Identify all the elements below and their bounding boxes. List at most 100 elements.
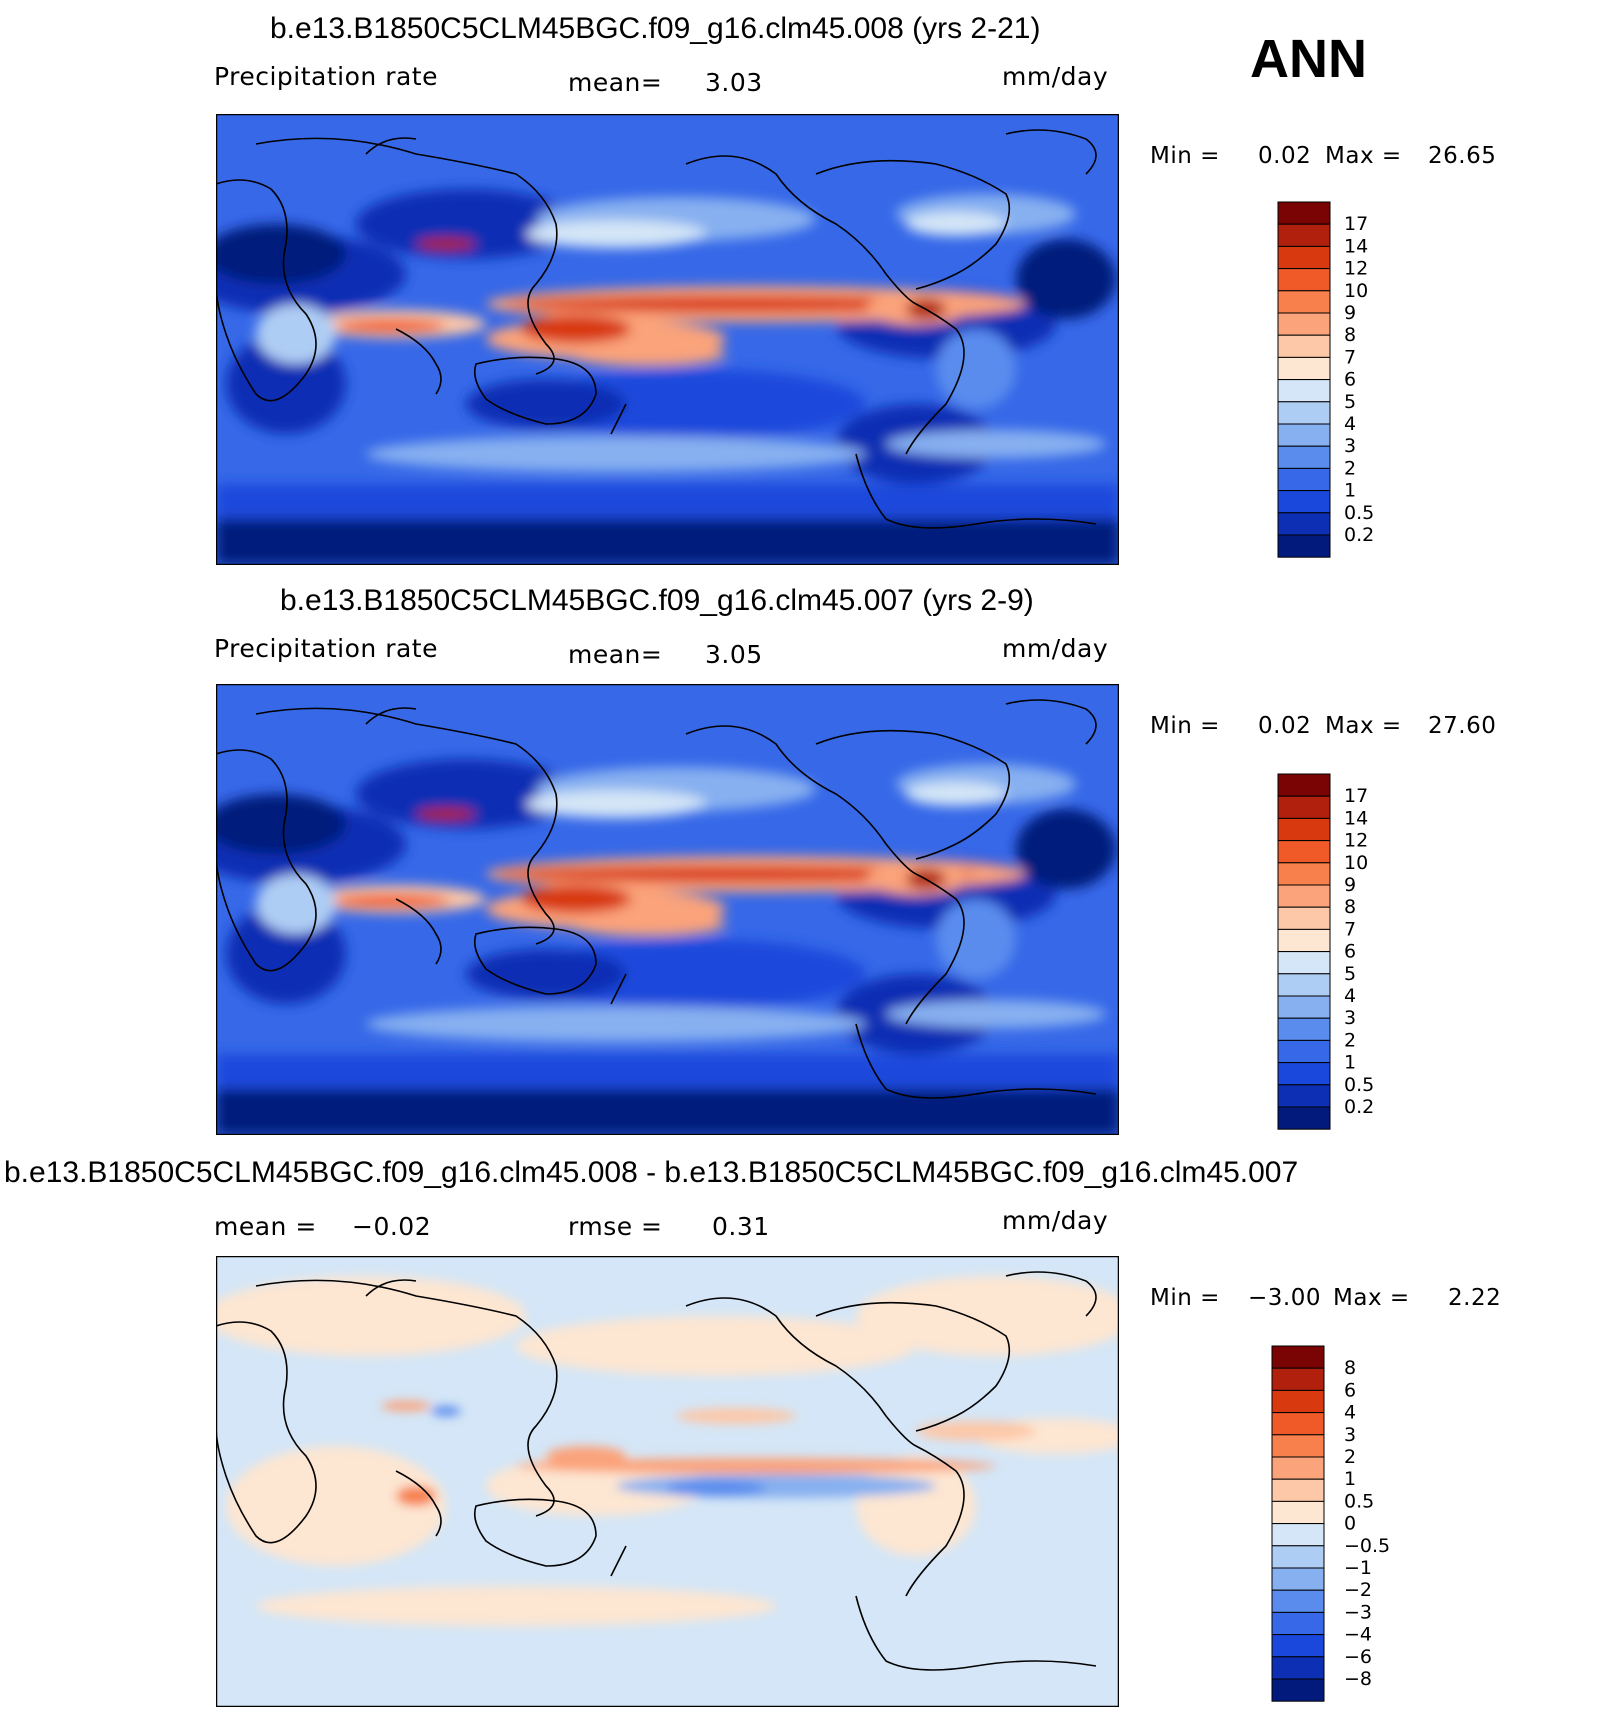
colorbar-label: 3 <box>1344 435 1356 457</box>
colorbar-label: 8 <box>1344 896 1356 918</box>
colorbar-label: −1 <box>1344 1557 1372 1579</box>
colorbar-label: 2 <box>1344 457 1356 479</box>
colorbar-swatch <box>1277 1106 1331 1130</box>
colorbar-label: −2 <box>1344 1579 1372 1601</box>
colorbar-label: 3 <box>1344 1007 1356 1029</box>
colorbar-swatch <box>1271 1367 1325 1391</box>
panel-1-min-value: 0.02 <box>1258 143 1312 169</box>
colorbar-swatch <box>1277 379 1331 403</box>
colorbar-label: 14 <box>1344 235 1368 257</box>
colorbar-swatch <box>1277 773 1331 797</box>
colorbar-swatch <box>1277 423 1331 447</box>
panel-1-colorbar-swatches <box>1277 201 1331 558</box>
panel-3-colorbar-swatches <box>1271 1345 1325 1702</box>
colorbar-label: 6 <box>1344 941 1356 963</box>
colorbar-label: 8 <box>1344 324 1356 346</box>
colorbar-label: 14 <box>1344 807 1368 829</box>
colorbar-label: 5 <box>1344 391 1356 413</box>
colorbar-label: 7 <box>1344 918 1356 940</box>
panel-3-min-label: Min = <box>1150 1285 1220 1311</box>
colorbar-swatch <box>1277 1062 1331 1086</box>
colorbar-swatch <box>1277 534 1331 558</box>
colorbar-label: 4 <box>1344 1402 1356 1424</box>
colorbar-swatch <box>1277 951 1331 975</box>
colorbar-swatch <box>1277 840 1331 864</box>
colorbar-swatch <box>1271 1478 1325 1502</box>
colorbar-swatch <box>1277 245 1331 270</box>
panel-3-max-value: 2.22 <box>1448 1285 1502 1311</box>
colorbar-swatch <box>1271 1545 1325 1569</box>
colorbar-label: −4 <box>1344 1624 1372 1646</box>
colorbar-label: −6 <box>1344 1646 1372 1668</box>
colorbar-swatch <box>1277 467 1331 492</box>
panel-1-min-label: Min = <box>1150 143 1220 169</box>
colorbar-label: 8 <box>1344 1357 1356 1379</box>
panel-2-min-label: Min = <box>1150 713 1220 739</box>
colorbar-label: −0.5 <box>1344 1535 1390 1557</box>
colorbar-swatch <box>1271 1523 1325 1547</box>
panel-3-title: b.e13.B1850C5CLM45BGC.f09_g16.clm45.008 … <box>4 1156 1299 1189</box>
colorbar-swatch <box>1271 1500 1325 1525</box>
colorbar-swatch <box>1271 1656 1325 1680</box>
panel-2-units: mm/day <box>1002 634 1109 663</box>
panel-2-max-label: Max = <box>1325 713 1402 739</box>
colorbar-swatch <box>1277 1084 1331 1108</box>
colorbar-label: 10 <box>1344 852 1368 874</box>
colorbar-swatch <box>1271 1456 1325 1480</box>
panel-1-variable-label: Precipitation rate <box>214 62 438 91</box>
panel-3-mean-value: −0.02 <box>352 1212 432 1241</box>
panel-2-map <box>216 684 1119 1135</box>
panel-1-max-label: Max = <box>1325 143 1402 169</box>
panel-2-min-value: 0.02 <box>1258 713 1312 739</box>
colorbar-label: 0.2 <box>1344 1096 1374 1118</box>
panel-2-title: b.e13.B1850C5CLM45BGC.f09_g16.clm45.007 … <box>280 584 1034 617</box>
colorbar-label: 5 <box>1344 963 1356 985</box>
colorbar-label: 1 <box>1344 1468 1356 1490</box>
panel-1-title: b.e13.B1850C5CLM45BGC.f09_g16.clm45.008 … <box>270 12 1041 45</box>
colorbar-swatch <box>1271 1611 1325 1636</box>
colorbar-swatch <box>1277 490 1331 514</box>
colorbar-swatch <box>1271 1389 1325 1414</box>
panel-2-variable-label: Precipitation rate <box>214 634 438 663</box>
colorbar-swatch <box>1271 1345 1325 1369</box>
colorbar-label: 6 <box>1344 369 1356 391</box>
colorbar-swatch <box>1277 973 1331 997</box>
panel-3-mean-label: mean = <box>214 1212 317 1241</box>
colorbar-swatch <box>1277 290 1331 314</box>
colorbar-label: 10 <box>1344 280 1368 302</box>
panel-3-rmse-value: 0.31 <box>712 1212 770 1241</box>
colorbar-label: 0.2 <box>1344 524 1374 546</box>
colorbar-label: 0 <box>1344 1513 1356 1535</box>
colorbar-label: 1 <box>1344 1052 1356 1074</box>
panel-3-units: mm/day <box>1002 1206 1109 1235</box>
colorbar-label: 3 <box>1344 1424 1356 1446</box>
colorbar-label: 9 <box>1344 874 1356 896</box>
panel-2-mean-value: 3.05 <box>705 640 763 669</box>
panel-1-mean-label: mean= <box>568 68 663 97</box>
colorbar-label: −3 <box>1344 1601 1372 1623</box>
colorbar-swatch <box>1277 268 1331 292</box>
panel-2-max-value: 27.60 <box>1428 713 1497 739</box>
colorbar-swatch <box>1277 401 1331 425</box>
colorbar-swatch <box>1271 1412 1325 1436</box>
panel-2-colorbar-swatches <box>1277 773 1331 1130</box>
colorbar-label: 7 <box>1344 346 1356 368</box>
colorbar-swatch <box>1277 223 1331 247</box>
colorbar-swatch <box>1277 201 1331 225</box>
colorbar-swatch <box>1271 1634 1325 1658</box>
colorbar-label: 0.5 <box>1344 502 1374 524</box>
colorbar-label: 2 <box>1344 1446 1356 1468</box>
colorbar-label: 9 <box>1344 302 1356 324</box>
colorbar-swatch <box>1271 1434 1325 1458</box>
panel-2-mean-label: mean= <box>568 640 663 669</box>
panel-1-max-value: 26.65 <box>1428 143 1497 169</box>
colorbar-swatch <box>1277 795 1331 819</box>
panel-1-mean-value: 3.03 <box>705 68 763 97</box>
colorbar-swatch <box>1271 1678 1325 1702</box>
panel-3-min-value: −3.00 <box>1248 1285 1321 1311</box>
